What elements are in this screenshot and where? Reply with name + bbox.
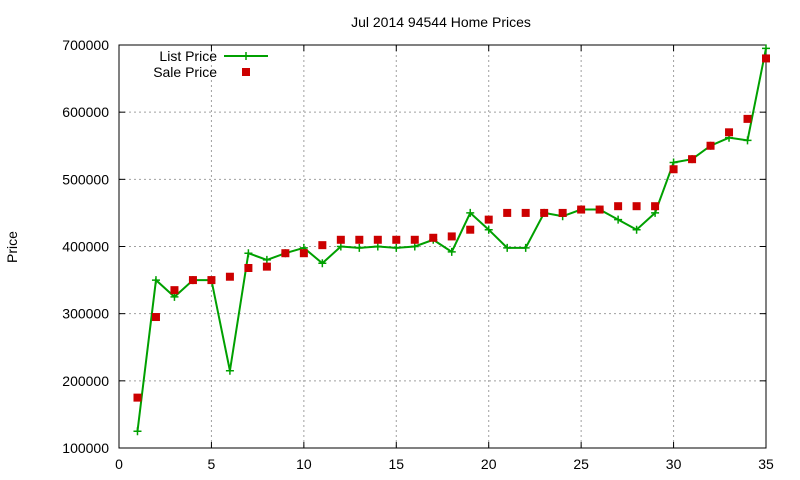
y-tick-label: 200000 xyxy=(62,373,109,389)
data-point xyxy=(170,286,179,295)
data-point xyxy=(484,215,493,224)
data-point xyxy=(706,141,715,150)
y-tick-label: 600000 xyxy=(62,104,109,120)
data-point xyxy=(595,205,604,214)
data-point xyxy=(318,259,327,268)
data-point xyxy=(244,263,253,272)
chart-title: Jul 2014 94544 Home Prices xyxy=(351,14,531,30)
x-tick-label: 0 xyxy=(115,456,123,472)
data-point xyxy=(262,262,271,271)
data-point xyxy=(133,427,142,436)
data-point xyxy=(225,272,234,281)
y-tick-label: 100000 xyxy=(62,440,109,456)
legend-label: Sale Price xyxy=(153,64,217,80)
x-tick-label: 35 xyxy=(758,456,774,472)
data-point xyxy=(299,249,308,258)
data-point xyxy=(336,242,345,251)
data-point xyxy=(521,208,530,217)
data-point xyxy=(262,255,271,264)
data-point xyxy=(244,249,253,258)
series-1 xyxy=(133,54,770,402)
x-tick-label: 25 xyxy=(573,456,589,472)
series-layer xyxy=(133,44,770,436)
data-point xyxy=(688,155,697,164)
data-point xyxy=(447,247,456,256)
y-tick-label: 400000 xyxy=(62,239,109,255)
data-point xyxy=(336,235,345,244)
data-point xyxy=(743,114,752,123)
legend-swatch xyxy=(242,68,250,76)
data-point xyxy=(225,366,234,375)
x-tick-label: 10 xyxy=(296,456,312,472)
data-point xyxy=(373,235,382,244)
data-point xyxy=(762,44,770,53)
x-tick-label: 15 xyxy=(388,456,404,472)
data-point xyxy=(466,208,475,217)
data-point xyxy=(410,235,419,244)
data-point xyxy=(188,276,197,285)
x-tick-label: 5 xyxy=(208,456,216,472)
plot-frame xyxy=(118,44,767,449)
data-point xyxy=(651,202,660,211)
data-point xyxy=(355,235,364,244)
data-point xyxy=(466,225,475,234)
x-tick-label: 20 xyxy=(481,456,497,472)
data-point xyxy=(318,241,327,250)
data-point xyxy=(632,225,641,234)
data-point xyxy=(558,208,567,217)
data-point xyxy=(373,242,382,251)
data-point xyxy=(207,276,216,285)
data-point xyxy=(484,225,493,234)
data-point xyxy=(355,243,364,252)
data-point xyxy=(170,292,179,301)
axis-ticks: 0 5 10 15 20 25 30 35 100000 200000 300000 400000 50… xyxy=(62,37,774,472)
y-tick-label: 700000 xyxy=(62,37,109,53)
data-point xyxy=(651,208,660,217)
data-point xyxy=(392,243,401,252)
x-tick-label: 30 xyxy=(666,456,682,472)
data-point xyxy=(521,243,530,252)
data-point xyxy=(669,158,678,167)
legend-label: List Price xyxy=(159,48,217,64)
data-point xyxy=(614,215,623,224)
data-point xyxy=(151,276,160,285)
y-tick-label: 500000 xyxy=(62,171,109,187)
data-point xyxy=(540,208,549,217)
data-point xyxy=(447,232,456,241)
data-point xyxy=(151,313,160,322)
data-point xyxy=(669,165,678,174)
legend-marker xyxy=(242,52,250,60)
data-point xyxy=(429,233,438,242)
data-point xyxy=(503,243,512,252)
data-point xyxy=(762,54,770,63)
data-point xyxy=(725,128,734,137)
data-point xyxy=(503,208,512,217)
data-point xyxy=(614,202,623,211)
data-point xyxy=(392,235,401,244)
data-point xyxy=(133,393,142,402)
data-point xyxy=(577,205,586,214)
data-point xyxy=(632,202,641,211)
data-point xyxy=(410,242,419,251)
y-axis-label: Price xyxy=(4,231,20,263)
data-point xyxy=(281,249,290,258)
y-tick-label: 300000 xyxy=(62,306,109,322)
data-point xyxy=(743,136,752,145)
